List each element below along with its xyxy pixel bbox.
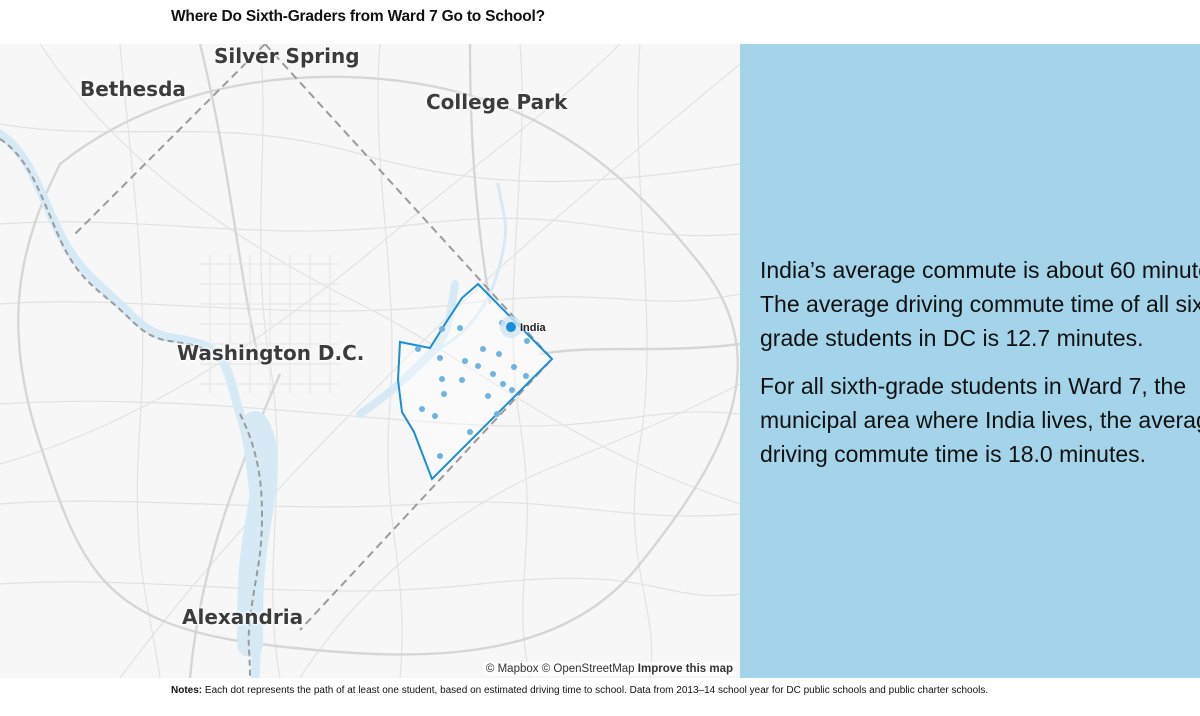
label-washington-dc: Washington D.C. [177,341,365,365]
improve-map-link[interactable]: Improve this map [637,663,733,675]
map[interactable]: Silver Spring Bethesda College Park Wash… [0,44,740,678]
notes-label: Notes: [171,685,203,696]
label-silver-spring: Silver Spring [214,44,360,68]
potomac-shoreline [0,138,206,350]
ward-line-3: driving commute time is 18.0 minutes. [760,441,1147,467]
river-boundary [239,413,264,678]
commute-line-3: grade students in DC is 12.7 minutes. [760,325,1144,351]
ward-paragraph: For all sixth-grade students in Ward 7, … [760,369,1200,471]
osm-credit-link[interactable]: © OpenStreetMap [541,663,635,675]
mapbox-credit-link[interactable]: © Mapbox [485,663,539,675]
page-title: Where Do Sixth-Graders from Ward 7 Go to… [171,8,545,25]
notes: Notes: Each dot represents the path of a… [171,683,1031,699]
dc-boundary [74,44,554,631]
school-dot [490,371,496,377]
commute-line-2: The average driving commute time of all … [760,291,1200,317]
ward7-boundary [396,282,554,481]
student-name-label: India [520,322,546,334]
school-dot [524,338,530,344]
highway-network [17,44,740,678]
school-dot [496,351,502,357]
downtown-grid [200,254,340,394]
school-dot [419,406,425,412]
road-network [0,44,740,678]
ward-line-2: municipal area where India lives, the av… [760,407,1200,433]
school-dot [485,393,491,399]
school-dot [415,346,421,352]
school-dot [437,453,443,459]
school-dot [462,358,468,364]
school-dot [509,387,515,393]
commute-paragraph: India’s average commute is about 60 minu… [760,253,1200,355]
map-attribution: © Mapbox © OpenStreetMap Improve this ma… [482,662,736,676]
label-bethesda: Bethesda [80,77,186,101]
river [0,129,508,678]
school-dot [439,326,445,332]
school-dot [459,377,465,383]
label-college-park: College Park [426,90,568,114]
commute-line-1: India’s average commute is about 60 minu… [760,257,1200,283]
school-dot [467,429,473,435]
school-dot [500,381,506,387]
school-dot [437,355,443,361]
school-dot [439,376,445,382]
school-dot [480,346,486,352]
school-dot [475,363,481,369]
info-panel: India’s average commute is about 60 minu… [740,44,1200,678]
ward-line-1: For all sixth-grade students in Ward 7, … [760,373,1187,399]
school-dot [511,364,517,370]
school-dot [441,391,447,397]
student-location-dot[interactable] [506,322,516,332]
school-dot [432,413,438,419]
map-canvas [0,44,740,678]
school-dot [523,373,529,379]
notes-text: Each dot represents the path of at least… [204,685,989,696]
school-dot [494,411,500,417]
label-alexandria: Alexandria [182,605,304,629]
school-dot [457,325,463,331]
